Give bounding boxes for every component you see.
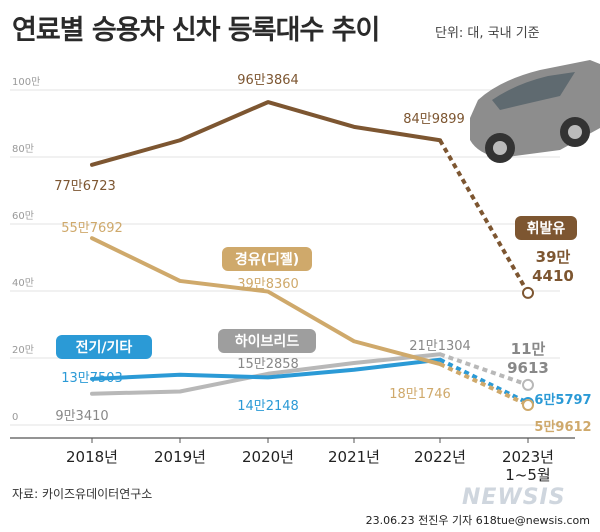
series-lines [90, 100, 534, 412]
credit-note: 23.06.23 전진우 기자 618tue@newsis.com [365, 514, 590, 527]
series-badge-diesel [222, 247, 312, 271]
source-note: 자료: 카이즈유데이터연구소 [12, 487, 153, 501]
y-tick-label: 80만 [12, 143, 34, 155]
data-label-diesel: 5만9612 [534, 419, 591, 435]
unit-note: 단위: 대, 국내 기준 [435, 26, 540, 41]
data-label-gasoline: 77만6723 [54, 179, 116, 194]
data-label-diesel: 55만7692 [61, 221, 123, 236]
car-hub [568, 125, 582, 139]
watermark-logo: NEWSIS [462, 485, 566, 510]
x-tick-label: 2018년 [66, 448, 118, 466]
data-label-hybrid: 9만3410 [55, 409, 108, 424]
series-dash-hybrid [439, 352, 529, 387]
series-badge-label-diesel: 경유(디젤) [235, 251, 299, 268]
y-tick-label: 100만 [12, 76, 40, 88]
y-tick-label: 20만 [12, 344, 34, 356]
series-line-electric [90, 357, 442, 381]
series-badge-gasoline [515, 216, 577, 240]
x-tick-label: 2022년 [414, 448, 466, 466]
series-badge-label-electric: 전기/기타 [76, 339, 133, 356]
series-badge-hybrid [218, 329, 316, 353]
car-hub [493, 141, 507, 155]
data-label-electric: 14만2148 [237, 399, 299, 414]
data-label-diesel: 18만1746 [389, 387, 451, 402]
data-label-gasoline: 39만 4410 [532, 248, 574, 285]
series-dash-gasoline [438, 139, 530, 294]
data-label-electric: 13만7503 [61, 371, 123, 386]
series-badge-label-gasoline: 휘발유 [527, 220, 566, 237]
series-dash-electric [439, 357, 529, 405]
series-point-hybrid [522, 378, 534, 391]
x-tick-label: 2020년 [242, 448, 294, 466]
data-label-electric: 6만5797 [534, 392, 591, 408]
x-tick-label: 2023년 1~5월 [502, 448, 554, 484]
y-tick-label: 60만 [12, 210, 34, 222]
series-line-diesel [90, 236, 442, 367]
chart-title: 연료별 승용차 신차 등록대수 추이 [12, 15, 380, 46]
data-label-gasoline: 84만9899 [403, 112, 465, 127]
series-line-hybrid [90, 352, 442, 396]
y-tick-label: 40만 [12, 277, 34, 289]
x-tick-label: 2021년 [328, 448, 380, 466]
x-tick-label: 2019년 [154, 448, 206, 466]
series-badge-label-hybrid: 하이브리드 [235, 333, 300, 350]
series-badge-electric [56, 335, 152, 359]
series-point-diesel [522, 399, 534, 412]
car-window [492, 72, 575, 110]
x-axis-ticks: 2018년 2019년 2020년 2021년 2022년 2023년 1~5월 [10, 437, 575, 484]
data-labels: 77만6723 96만3864 84만9899 55만7692 39만8360 18만17… [54, 73, 591, 435]
y-tick-label: 0 [12, 412, 18, 423]
data-label-hybrid: 11만 9613 [507, 340, 549, 377]
data-label-hybrid: 15만2858 [237, 357, 299, 372]
data-label-gasoline: 96만3864 [237, 73, 299, 88]
series-point-gasoline [522, 286, 534, 299]
car-illustration [470, 60, 600, 163]
series-line-gasoline [90, 100, 442, 167]
series-dash-diesel [439, 362, 529, 407]
y-axis-ticks: 100만 80만 60만 40만 20만 0 [12, 76, 40, 423]
data-label-hybrid: 21만1304 [409, 339, 471, 354]
data-label-diesel: 39만8360 [237, 277, 299, 292]
